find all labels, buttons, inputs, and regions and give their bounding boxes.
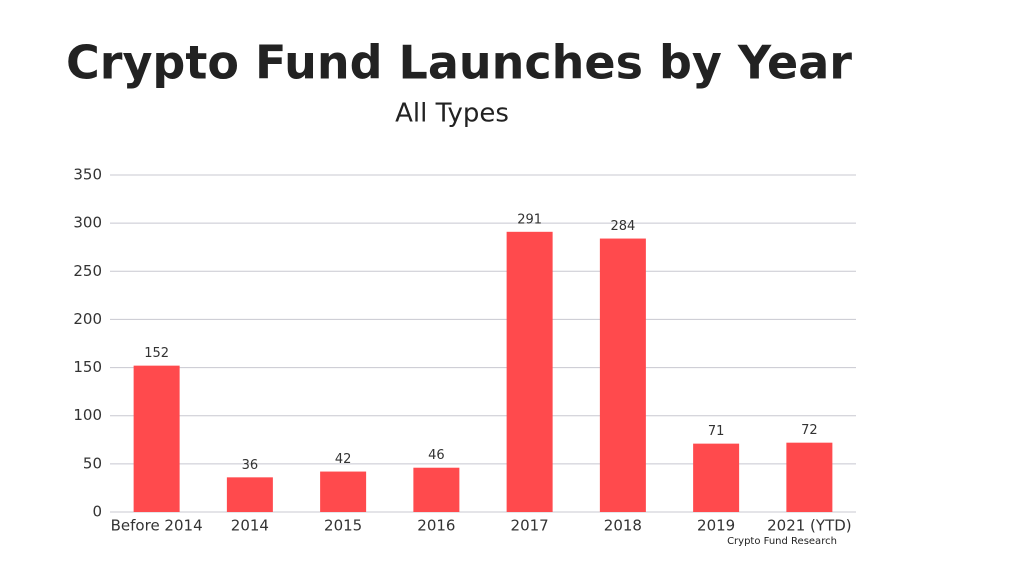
- source: Crypto Fund Research: [727, 536, 837, 547]
- bar: [133, 365, 180, 512]
- y-tick-label: 200: [73, 310, 102, 328]
- x-tick-label: 2021 (YTD): [767, 517, 852, 535]
- data-label: 36: [242, 458, 259, 473]
- y-tick-label: 50: [83, 454, 102, 472]
- bar: [506, 231, 553, 512]
- x-tick-label: 2014: [231, 517, 269, 535]
- x-tick-label: Before 2014: [111, 517, 203, 535]
- chart-title: Crypto Fund Launches by Year: [66, 36, 852, 90]
- y-tick-label: 100: [73, 406, 102, 424]
- x-tick-label: 2015: [324, 517, 362, 535]
- y-tick-label: 350: [73, 166, 102, 184]
- data-label: 46: [428, 448, 445, 463]
- x-tick-label: 2016: [417, 517, 455, 535]
- y-tick-label: 300: [73, 214, 102, 232]
- bar: [599, 238, 646, 512]
- bar: [320, 471, 367, 512]
- bar: [786, 442, 833, 512]
- data-label: 152: [144, 346, 169, 361]
- data-label: 42: [335, 452, 352, 467]
- chart-subtitle: All Types: [395, 99, 509, 129]
- data-label: 291: [517, 212, 542, 227]
- bar: [693, 443, 740, 512]
- x-tick-label: 2019: [697, 517, 735, 535]
- data-label: 284: [610, 219, 635, 234]
- y-tick-label: 250: [73, 262, 102, 280]
- y-tick-label: 150: [73, 358, 102, 376]
- x-tick-label: 2018: [604, 517, 642, 535]
- bar: [226, 477, 273, 512]
- data-label: 71: [708, 424, 725, 439]
- bar: [413, 467, 460, 512]
- x-tick-label: 2017: [511, 517, 549, 535]
- data-label: 72: [801, 423, 818, 438]
- y-tick-label: 0: [92, 503, 102, 521]
